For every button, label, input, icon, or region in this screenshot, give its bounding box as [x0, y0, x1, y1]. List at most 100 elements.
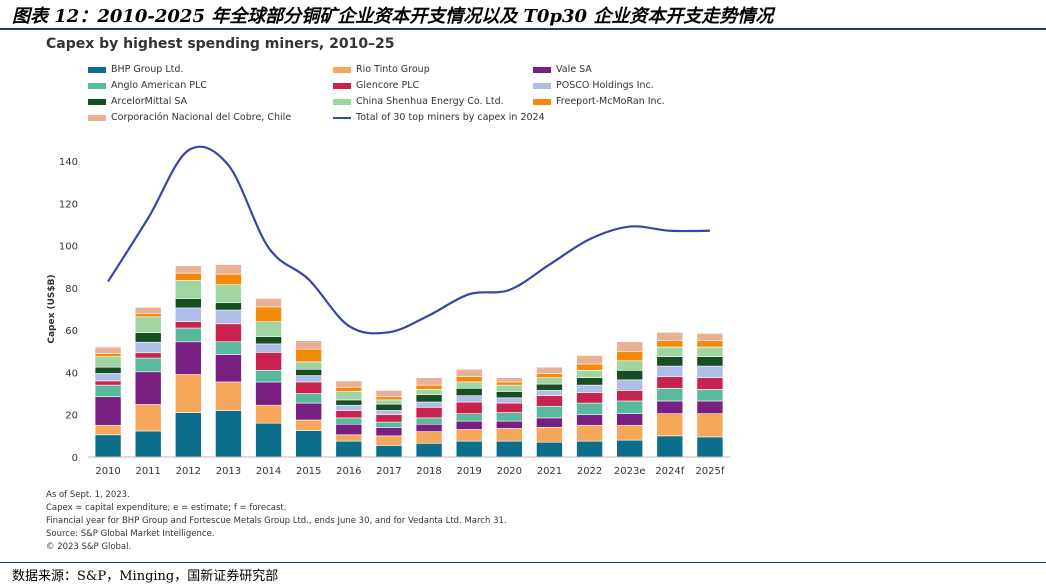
x-tick-label: 2021 [537, 466, 562, 477]
bar-segment [656, 400, 684, 414]
note-line: Source: S&P Global Market Intelligence. [46, 529, 215, 539]
bar-segment [616, 390, 643, 402]
bar-segment [536, 390, 563, 396]
x-tick-label: 2011 [135, 466, 160, 477]
bar-segment [295, 368, 322, 376]
bar-segment [696, 340, 724, 348]
bar-segment [94, 356, 122, 368]
bar-segment [415, 423, 443, 432]
bar-segment [335, 386, 363, 392]
legend-item: Glencore PLC [333, 80, 419, 91]
bar-segment [295, 419, 322, 431]
y-axis-label: Capex (US$B) [47, 274, 57, 343]
bar-segment [134, 371, 162, 405]
bar-segment [134, 313, 162, 318]
x-tick-label: 2017 [376, 466, 401, 477]
bar-segment [375, 414, 403, 423]
bar-segment [576, 414, 603, 426]
bar-segment [255, 381, 282, 406]
x-tick-label: 2016 [336, 466, 361, 477]
legend-line-swatch [333, 116, 351, 119]
bar-segment [656, 340, 684, 348]
legend-item: Anglo American PLC [88, 80, 207, 91]
note-line: Financial year for BHP Group and Fortesc… [46, 516, 507, 526]
bar-segment [576, 355, 603, 365]
bars-layer [94, 264, 724, 458]
x-tick-label: 2020 [497, 466, 522, 477]
legend-item: Total of 30 top miners by capex in 2024 [333, 112, 545, 123]
legend-swatch [333, 82, 351, 89]
bar-segment [295, 402, 322, 421]
bar-segment [375, 427, 403, 437]
legend-label: China Shenhua Energy Co. Ltd. [356, 96, 504, 107]
bar-segment [616, 400, 643, 414]
note-line: As of Sept. 1, 2023. [46, 490, 130, 500]
bar-segment [134, 352, 162, 359]
bar-segment [496, 402, 523, 413]
source-divider [0, 562, 1046, 563]
legend-item: China Shenhua Energy Co. Ltd. [333, 96, 504, 107]
bar-segment [94, 346, 122, 354]
bar-segment [134, 316, 162, 333]
bar-segment [255, 298, 282, 308]
bar-segment [455, 413, 483, 422]
x-tick-label: 2014 [256, 466, 281, 477]
bar-segment [696, 356, 724, 367]
legend-item: Corporación Nacional del Cobre, Chile [88, 112, 291, 123]
bar-segment [335, 404, 363, 411]
bar-segment [415, 431, 443, 444]
bar-segment [656, 331, 684, 342]
bar-segment [335, 410, 363, 419]
bar-segment [175, 412, 202, 458]
bar-segment [696, 377, 724, 390]
bar-segment [215, 284, 242, 303]
x-tick-label: 2010 [95, 466, 120, 477]
bar-segment [696, 436, 724, 458]
bar-segment [415, 442, 443, 458]
bar-segment [656, 365, 684, 377]
y-tick-label: 20 [65, 411, 78, 422]
bar-segment [295, 361, 322, 370]
bar-segment [335, 440, 363, 458]
x-tick-label: 2018 [416, 466, 441, 477]
bar-segment [295, 430, 322, 458]
x-tick-label: 2012 [176, 466, 201, 477]
bar-segment [656, 413, 684, 437]
bar-segment [616, 341, 643, 352]
bar-segment [94, 384, 122, 398]
bar-segment [536, 427, 563, 443]
bar-segment [335, 391, 363, 401]
bar-segment [696, 389, 724, 402]
bar-segment [696, 365, 724, 379]
bar-segment [696, 400, 724, 414]
axis-layer: 0 20 40 60 80 100 120 140 Capex (US$B) 2010 2011 20… [47, 157, 730, 477]
bar-segment [656, 435, 684, 458]
bar-segment [175, 272, 202, 281]
bar-segment [616, 439, 643, 458]
bar-segment [616, 350, 643, 362]
bar-segment [455, 368, 483, 377]
x-tick-label: 2019 [456, 466, 481, 477]
bar-segment [696, 413, 724, 438]
y-tick-label: 40 [65, 368, 78, 379]
bar-segment [295, 340, 322, 350]
bar-segment [134, 357, 162, 373]
legend-label: Vale SA [556, 64, 592, 75]
legend-swatch [333, 66, 351, 73]
bar-segment [94, 396, 122, 426]
bar-segment [134, 341, 162, 354]
x-tick-label: 2025f [695, 466, 724, 477]
bar-segment [335, 399, 363, 406]
y-tick-label: 120 [59, 199, 78, 210]
legend-swatch [88, 98, 106, 105]
title-divider [0, 28, 1046, 30]
legend-label: Rio Tinto Group [356, 64, 430, 75]
bar-segment [94, 353, 122, 357]
legend-swatch [533, 66, 551, 73]
bar-segment [134, 332, 162, 343]
bar-segment [94, 434, 122, 458]
legend-label: ArcelorMittal SA [111, 96, 188, 107]
bar-segment [496, 397, 523, 404]
legend-swatch [533, 98, 551, 105]
bar-segment [375, 403, 403, 411]
